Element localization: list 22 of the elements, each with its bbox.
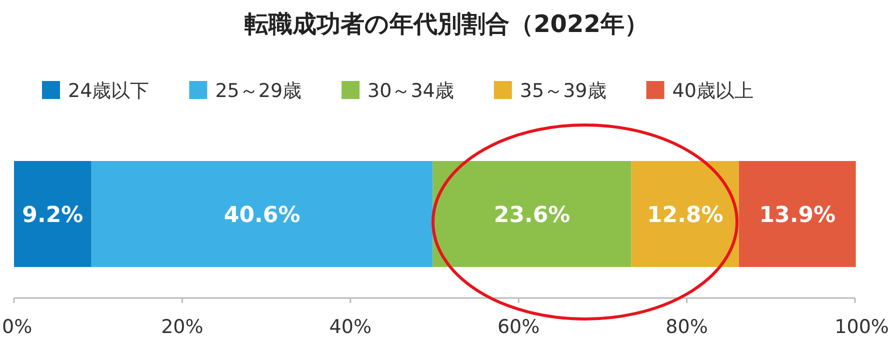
x-tick-label: 40%	[329, 316, 372, 338]
legend-label: 25～29歳	[215, 80, 302, 102]
data-label: 13.9%	[759, 203, 836, 228]
data-label: 12.8%	[646, 203, 724, 228]
legend-label: 35～39歳	[520, 80, 606, 102]
x-tick-label: 100%	[834, 316, 889, 338]
data-label: 23.6%	[494, 203, 570, 228]
bar	[631, 161, 739, 267]
x-tick-label: 20%	[161, 316, 204, 338]
x-tick-label: 60%	[497, 316, 540, 338]
chart-title: 転職成功者の年代別割合（2022年）	[244, 10, 648, 38]
legend-label: 40歳以上	[672, 80, 754, 102]
legend-label: 30～34歳	[368, 80, 454, 102]
legend-label: 24歳以下	[68, 80, 150, 102]
bar	[14, 161, 92, 267]
data-label: 9.2%	[22, 203, 84, 228]
bar	[432, 161, 632, 267]
data-label: 40.6%	[224, 203, 300, 228]
x-tick-label: 80%	[666, 316, 708, 338]
x-tick-label: 0%	[2, 316, 32, 338]
bar	[91, 161, 433, 267]
bar	[738, 161, 856, 267]
